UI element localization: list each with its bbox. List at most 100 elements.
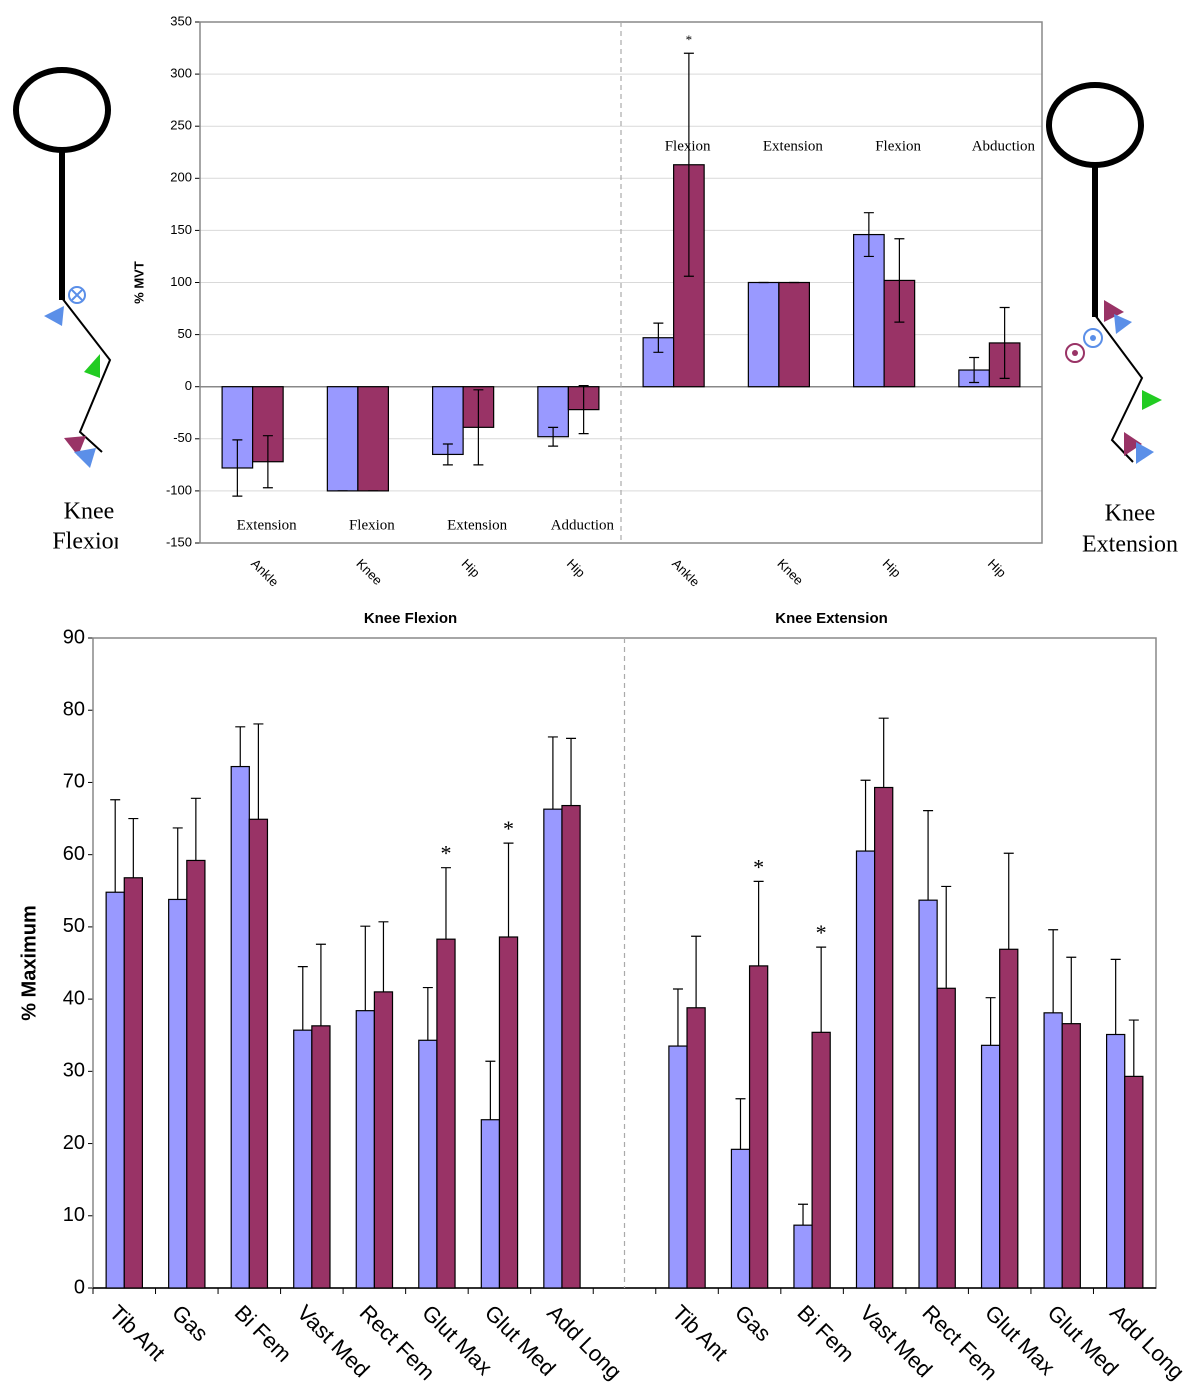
- bar: [186, 859, 206, 1289]
- error-bar: [360, 925, 371, 1011]
- bar: [1124, 1075, 1144, 1289]
- error-bar: [753, 880, 764, 966]
- bar: [168, 898, 188, 1289]
- y-tick-label: 20: [63, 1132, 85, 1154]
- figure-label: Extension: [1082, 532, 1178, 558]
- error-bar: [860, 779, 871, 852]
- x-tick-label: Add Long: [1105, 1300, 1189, 1384]
- bar: [793, 1224, 813, 1289]
- x-tick-label: Hip: [985, 556, 1009, 580]
- error-bar: [232, 439, 243, 497]
- bar: [357, 386, 389, 492]
- error-bar: [798, 1203, 809, 1226]
- bar: [748, 965, 769, 1289]
- bar: [999, 948, 1019, 1289]
- y-tick-label: 90: [63, 626, 85, 648]
- error-bar: [1003, 852, 1014, 950]
- error-bar: [878, 717, 889, 788]
- y-tick-label: -100: [166, 482, 192, 497]
- x-tick-label: Bi Fem: [230, 1300, 297, 1367]
- bar: [123, 877, 143, 1289]
- figure-label: Flexion: [52, 529, 125, 555]
- error-bar: [442, 443, 453, 466]
- y-tick-label: 0: [74, 1276, 85, 1298]
- group-label: Knee Extension: [775, 610, 888, 627]
- error-bar: [653, 322, 664, 353]
- bar: [311, 1025, 331, 1289]
- y-tick-label: 50: [178, 326, 192, 341]
- error-bar: [566, 737, 577, 806]
- x-tick-label: Tib Ant: [105, 1300, 171, 1366]
- y-tick-label: 300: [170, 66, 192, 81]
- bar: [480, 1119, 501, 1289]
- error-bar: [110, 799, 121, 893]
- bar: [1106, 1033, 1126, 1289]
- x-tick-label: Tib Ant: [667, 1300, 733, 1366]
- bar: [248, 818, 269, 1289]
- x-tick-label: Ankle: [248, 556, 282, 590]
- error-bar: [923, 810, 934, 901]
- annotation: *: [440, 841, 451, 866]
- movement-label: Extension: [237, 517, 297, 533]
- y-tick-label: 10: [63, 1204, 85, 1226]
- y-tick-label: -150: [166, 534, 192, 549]
- bar: [747, 281, 780, 388]
- bar: [1043, 1012, 1063, 1289]
- y-tick-label: 100: [170, 274, 192, 289]
- error-bar: [172, 827, 183, 900]
- group-label: Knee Flexion: [364, 610, 457, 627]
- error-bar: [485, 1060, 496, 1120]
- annotation: *: [503, 816, 514, 841]
- error-bar: [297, 966, 308, 1031]
- bar: [730, 1148, 751, 1289]
- x-tick-label: Knee: [774, 556, 806, 588]
- bar: [853, 233, 885, 388]
- annotation: *: [686, 32, 693, 47]
- error-bar: [969, 356, 980, 384]
- movement-label: Flexion: [875, 138, 921, 154]
- error-bar: [378, 921, 389, 992]
- bar: [373, 991, 394, 1289]
- y-tick-label: 150: [170, 222, 192, 237]
- bar: [778, 281, 810, 388]
- annotation: *: [753, 854, 764, 879]
- y-axis-label: % Maximum: [18, 905, 40, 1021]
- annotation: *: [816, 920, 827, 945]
- error-bar: [128, 817, 139, 878]
- bar: [874, 786, 894, 1289]
- movement-label: Adduction: [551, 517, 615, 533]
- x-tick-label: Bi Fem: [792, 1300, 859, 1367]
- movement-label: Abduction: [972, 138, 1036, 154]
- error-bar: [440, 867, 451, 940]
- error-bar: [941, 885, 952, 989]
- error-bar: [548, 426, 559, 447]
- error-bar: [863, 212, 874, 258]
- bar: [980, 1044, 1001, 1289]
- bar: [855, 850, 876, 1289]
- bar: [543, 808, 563, 1289]
- error-bar: [503, 842, 514, 937]
- error-bar: [473, 389, 484, 466]
- error-bar: [1110, 958, 1121, 1035]
- x-tick-label: Gas: [730, 1300, 776, 1346]
- error-bar: [985, 997, 996, 1046]
- knee-extension-diagram: Knee Extension: [1046, 82, 1178, 558]
- bar: [326, 386, 359, 492]
- error-bar: [1066, 956, 1077, 1024]
- x-tick-label: Hip: [459, 556, 483, 580]
- y-tick-label: 50: [63, 915, 85, 937]
- y-tick-label: 40: [63, 987, 85, 1009]
- x-tick-label: Hip: [564, 556, 588, 580]
- error-bar: [691, 935, 702, 1008]
- error-bar: [262, 435, 273, 489]
- y-tick-label: 350: [170, 13, 192, 28]
- movement-label: Extension: [447, 517, 507, 533]
- bar: [436, 938, 456, 1289]
- movement-label: Flexion: [665, 138, 711, 154]
- y-tick-label: 70: [63, 771, 85, 793]
- movement-label: Extension: [763, 138, 823, 154]
- y-tick-label: 250: [170, 118, 192, 133]
- y-tick-label: -50: [173, 430, 192, 445]
